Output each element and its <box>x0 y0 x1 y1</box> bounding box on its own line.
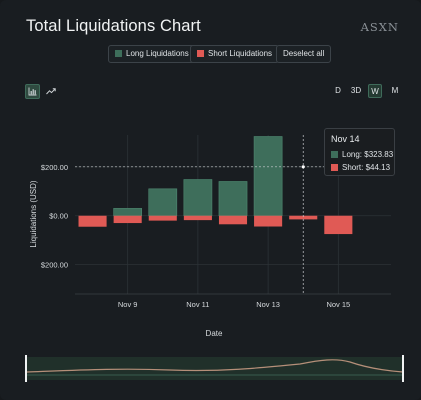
tooltip-date: Nov 14 <box>331 134 360 144</box>
chart-tooltip: Nov 14 Long: $323.83 Short: $44.13 <box>324 128 395 176</box>
crosshair <box>75 135 391 294</box>
legend-long-label: Long Liquidations <box>126 49 189 58</box>
chart-bars <box>78 136 353 235</box>
tooltip-short-row: Short: $44.13 <box>331 163 391 172</box>
short-bar-nov-10 <box>148 215 177 221</box>
x-tick-label: Nov 11 <box>186 300 209 309</box>
long-swatch-icon <box>115 49 122 57</box>
short-bar-nov-11 <box>183 215 212 221</box>
brand-logo: ASXN <box>360 20 399 34</box>
tooltip-long-row: Long: $323.83 <box>331 150 393 159</box>
navigator-track <box>27 357 403 380</box>
legend-short-toggle[interactable]: Short Liquidations <box>190 45 280 63</box>
navigator-left-handle[interactable] <box>25 355 27 382</box>
long-bar-nov-12 <box>218 181 248 217</box>
tooltip-short-value: Short: $44.13 <box>342 163 391 172</box>
legend-short-label: Short Liquidations <box>208 49 273 58</box>
navigator-right-handle[interactable] <box>402 355 404 382</box>
bar-chart-button[interactable] <box>25 84 40 99</box>
chart-title: Total Liquidations Chart <box>26 17 201 35</box>
y-tick-label: $0.00 <box>49 212 68 221</box>
short-bar-nov-13 <box>254 215 283 227</box>
short-bar-nov-9 <box>113 215 142 224</box>
tooltip-long-value: Long: $323.83 <box>342 150 394 159</box>
tooltip-short-swatch-icon <box>331 163 338 171</box>
y-tick-label: $200.00 <box>41 261 68 270</box>
long-bar-nov-10 <box>148 188 178 217</box>
short-bar-nov-15 <box>324 215 353 235</box>
y-axis-label: Liquidations (USD) <box>29 180 38 247</box>
x-tick-label: Nov 13 <box>256 300 280 309</box>
long-bar-nov-9 <box>113 208 143 217</box>
short-swatch-icon <box>197 49 204 57</box>
period-d-button[interactable]: D <box>335 86 341 95</box>
long-bar-nov-13 <box>253 136 283 217</box>
deselect-all-button[interactable]: Deselect all <box>276 45 332 63</box>
trend-line-icon <box>46 88 56 95</box>
period-w-button[interactable]: W <box>368 84 382 98</box>
short-bar-nov-12 <box>218 215 248 225</box>
bar-chart-icon <box>28 87 37 96</box>
chart-axes: $200.00 $0.00 $200.00 Nov 9 Nov 11 Nov 13 Nov … <box>41 163 391 309</box>
navigator-line <box>26 359 404 373</box>
range-navigator[interactable] <box>25 355 404 382</box>
short-bar-nov-8 <box>78 215 107 227</box>
short-bar-nov-14 <box>289 215 318 220</box>
x-axis-label: Date <box>206 329 223 338</box>
period-3d-button[interactable]: 3D <box>350 86 362 95</box>
crosshair-point <box>301 165 305 169</box>
x-tick-label: Nov 9 <box>118 300 138 309</box>
tooltip-long-swatch-icon <box>331 150 338 158</box>
x-tick-label: Nov 15 <box>326 300 350 309</box>
line-chart-button[interactable] <box>44 84 58 98</box>
long-bar-nov-11 <box>183 179 213 217</box>
period-m-button[interactable]: M <box>391 86 399 95</box>
y-tick-label: $200.00 <box>41 163 68 172</box>
